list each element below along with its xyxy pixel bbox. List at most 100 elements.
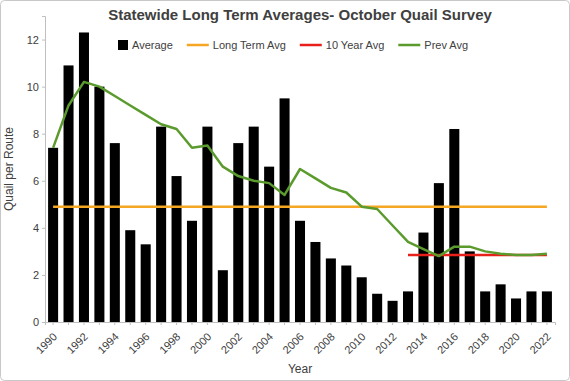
bar — [465, 251, 475, 322]
x-tick — [469, 322, 470, 325]
x-tick-mark — [346, 322, 347, 325]
x-tick-label: 2012 — [373, 330, 399, 356]
x-tick — [377, 322, 378, 325]
x-tick-mark — [438, 322, 439, 325]
x-tick-mark — [83, 322, 84, 325]
x-tick: 2012 — [373, 322, 399, 356]
y-tick: 8 — [33, 128, 45, 140]
x-tick-mark — [377, 322, 378, 325]
bar — [156, 127, 166, 322]
x-tick-mark — [392, 322, 393, 325]
x-tick-mark — [269, 322, 270, 325]
x-tick-mark — [176, 322, 177, 325]
y-tick: 6 — [33, 175, 45, 187]
x-tick — [161, 322, 162, 325]
x-tick: 1992 — [64, 322, 90, 356]
plot-area — [48, 32, 552, 322]
x-tick: 2008 — [311, 322, 337, 356]
y-tick-mark — [42, 275, 45, 276]
y-tick-label: 8 — [33, 128, 39, 140]
x-tick-label: 1998 — [157, 330, 183, 356]
x-tick-mark — [361, 322, 362, 325]
bar — [295, 221, 305, 322]
x-tick-mark — [222, 322, 223, 325]
x-tick: 2000 — [188, 322, 214, 356]
title: Statewide Long Term Averages- October Qu… — [108, 6, 492, 23]
y-tick-mark — [42, 134, 45, 135]
x-tick — [315, 322, 316, 325]
x-tick-label: 2004 — [249, 330, 275, 356]
y-tick-label: 0 — [33, 316, 39, 328]
y-tick-label: 4 — [33, 222, 39, 234]
legend-label: Prev Avg — [424, 39, 468, 51]
bar — [110, 143, 120, 322]
y-tick: 2 — [33, 269, 45, 281]
bar — [202, 127, 212, 322]
bar — [326, 258, 336, 322]
x-tick — [191, 322, 192, 325]
y-tick-label: 2 — [33, 269, 39, 281]
bar — [264, 167, 274, 322]
x-tick-mark — [207, 322, 208, 325]
x-tick-label: 2000 — [188, 330, 214, 356]
x-tick — [346, 322, 347, 325]
bar — [141, 244, 151, 322]
x-tick-mark — [253, 322, 254, 325]
y-tick: 0 — [33, 316, 45, 328]
y-tick-mark — [42, 87, 45, 88]
x-tick-mark — [485, 322, 486, 325]
bar — [449, 129, 459, 322]
x-tick: 1994 — [95, 322, 121, 356]
x-tick-mark — [330, 322, 331, 325]
y-tick: 12 — [27, 34, 45, 46]
x-tick-mark — [423, 322, 424, 325]
x-tick-mark — [531, 322, 532, 325]
x-tick-mark — [191, 322, 192, 325]
y-axis-title: Quail per Route — [2, 127, 16, 211]
x-tick-label: 2016 — [435, 330, 461, 356]
x-tick: 2016 — [435, 322, 461, 356]
x-tick-label: 2020 — [496, 330, 522, 356]
bar — [48, 148, 58, 322]
bar — [94, 87, 104, 322]
bar — [418, 233, 428, 322]
x-tick-label: 1992 — [64, 330, 90, 356]
x-tick: 2022 — [527, 322, 553, 356]
x-tick: 2018 — [465, 322, 491, 356]
y-axis: 024681012 — [27, 17, 46, 329]
x-tick — [130, 322, 131, 325]
x-tick: 2006 — [280, 322, 306, 356]
bar — [172, 176, 182, 322]
x-tick-label: 2018 — [465, 330, 491, 356]
x-tick: 2014 — [404, 322, 430, 356]
legend-label: Average — [132, 39, 173, 51]
x-axis: 1990199219941996199820002002200420062008… — [33, 322, 555, 356]
x-tick: 1998 — [157, 322, 183, 356]
legend-label: Long Term Avg — [213, 39, 286, 51]
x-tick — [68, 322, 69, 325]
x-tick-label: 2022 — [527, 330, 553, 356]
x-tick-mark — [315, 322, 316, 325]
x-tick — [500, 322, 501, 325]
x-tick: 1990 — [33, 322, 59, 356]
x-tick — [284, 322, 285, 325]
x-axis-line — [46, 323, 556, 326]
x-tick: 2004 — [249, 322, 275, 356]
x-tick-mark — [500, 322, 501, 325]
bar — [125, 230, 135, 322]
legend-item: Prev Avg — [398, 39, 468, 51]
y-tick-mark — [42, 322, 45, 323]
x-tick-mark — [145, 322, 146, 325]
x-tick — [408, 322, 409, 325]
line — [53, 205, 547, 208]
x-tick-label: 2006 — [280, 330, 306, 356]
legend-item: Average — [118, 39, 173, 51]
y-tick-mark — [42, 228, 45, 229]
x-tick-label: 1996 — [126, 330, 152, 356]
x-tick-label: 2002 — [219, 330, 245, 356]
bar — [542, 291, 552, 322]
bar — [526, 291, 536, 322]
x-tick-label: 2008 — [311, 330, 337, 356]
x-tick-mark — [516, 322, 517, 325]
x-tick-label: 1990 — [33, 330, 59, 356]
